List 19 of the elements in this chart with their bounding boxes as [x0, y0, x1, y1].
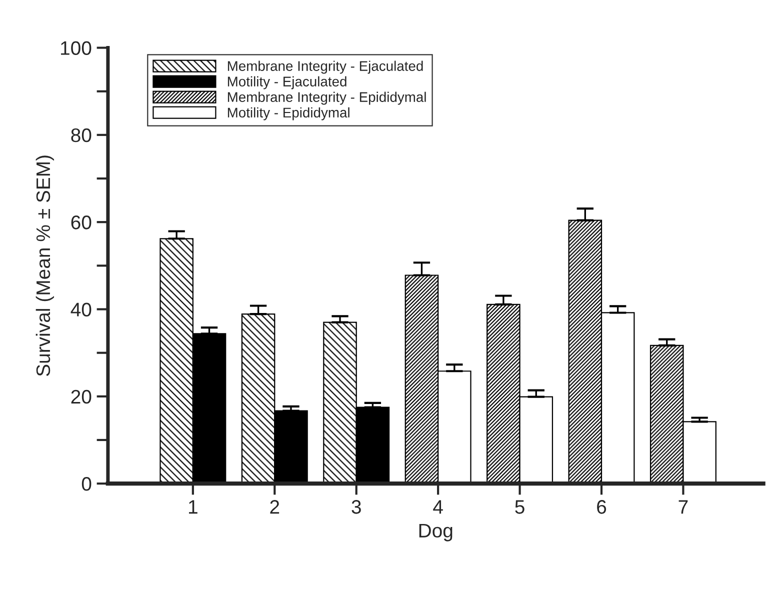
legend-label: Membrane Integrity - Epididymal — [228, 92, 426, 105]
y-tick-label: 20 — [71, 390, 92, 404]
x-tick-label: 1 — [189, 500, 198, 514]
x-tick-label: 4 — [433, 500, 443, 514]
y-axis-title: Survival (Mean % ± SEM) — [36, 156, 54, 376]
x-axis-title: Dog — [419, 524, 452, 542]
x-tick-label: 5 — [515, 500, 524, 514]
y-tick-label: 0 — [82, 477, 92, 491]
y-tick-label: 60 — [71, 216, 92, 230]
y-tick-label: 80 — [71, 128, 92, 142]
x-tick-label: 7 — [678, 500, 688, 514]
legend-label: Membrane Integrity - Ejaculated — [228, 60, 423, 74]
legend-label: Motility - Epididymal — [228, 107, 350, 120]
x-tick-label: 6 — [597, 500, 606, 514]
y-tick-label: 100 — [61, 41, 92, 55]
y-tick-label: 40 — [70, 302, 92, 316]
x-tick-label: 2 — [270, 500, 280, 514]
legend-label: Motility - Ejaculated — [228, 76, 346, 90]
x-tick-label: 3 — [352, 500, 361, 514]
